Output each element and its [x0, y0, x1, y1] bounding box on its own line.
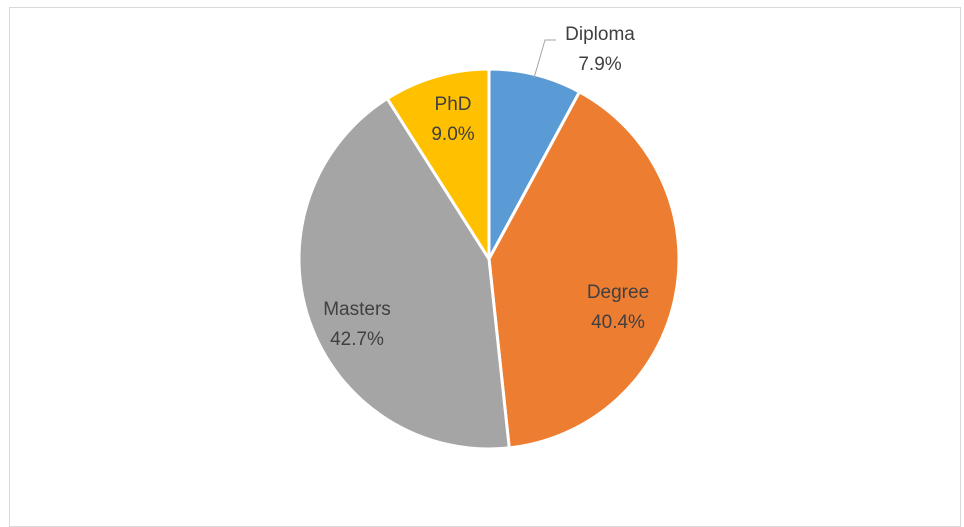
slice-value-label-degree: 40.4% [591, 312, 645, 333]
pie-slice-phd [385, 67, 491, 261]
slice-label-phd: PhD [435, 94, 472, 115]
slice-label-degree: Degree [587, 282, 649, 303]
slice-value-label-diploma: 7.9% [578, 54, 621, 75]
slice-value-label-phd: 9.0% [431, 124, 474, 145]
pie-labels: Diploma 7.9% Degree 40.4% Masters 42.7% PhD 9.0… [323, 24, 649, 350]
pie-slice-masters [297, 97, 511, 451]
slice-value-label-masters: 42.7% [330, 329, 384, 350]
pie-slices [297, 67, 681, 451]
leader-line-diploma [533, 39, 556, 79]
slice-label-diploma: Diploma [565, 24, 635, 45]
pie-slice-diploma [487, 67, 581, 261]
slice-label-masters: Masters [323, 299, 391, 320]
pie-chart: Diploma 7.9% Degree 40.4% Masters 42.7% PhD 9.0… [297, 24, 681, 451]
leader-lines [533, 39, 556, 79]
pie-slice-degree [487, 90, 681, 450]
